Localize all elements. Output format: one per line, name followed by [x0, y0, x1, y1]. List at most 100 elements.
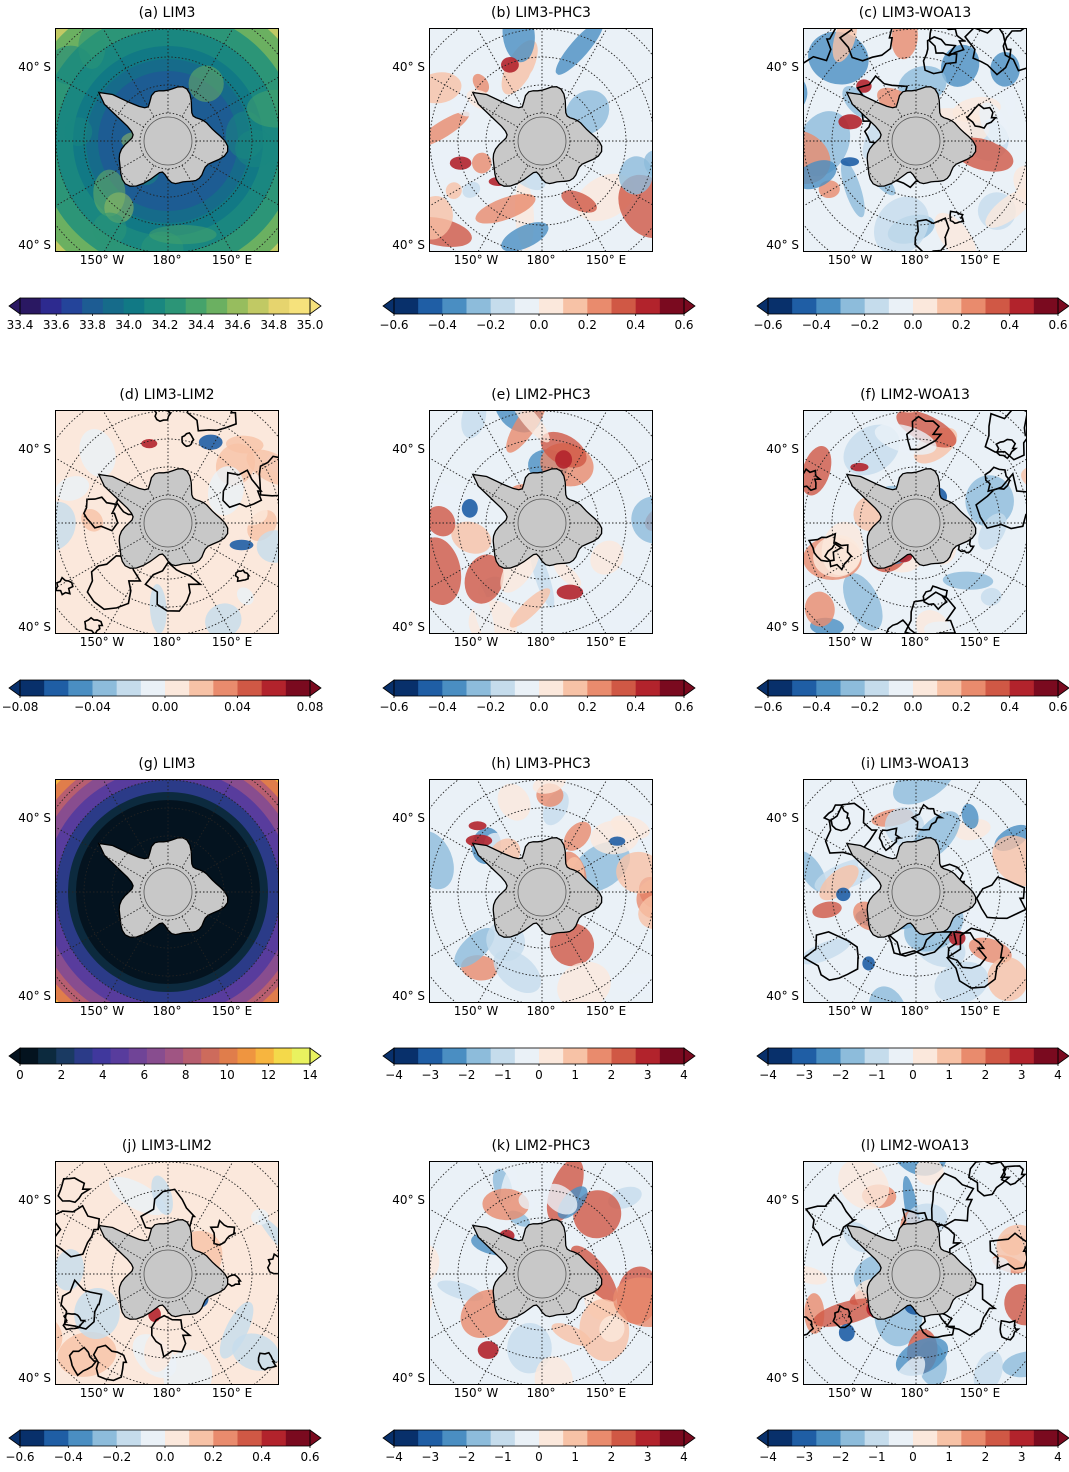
- colorbar-swatch: [888, 1048, 914, 1064]
- colorbar-tick-label: −0.2: [850, 318, 880, 332]
- colorbar-tick-label: −2: [457, 1068, 476, 1082]
- colorbar-swatch: [44, 1430, 69, 1446]
- map-frame: [803, 779, 1027, 1003]
- colorbar-swatch: [490, 298, 516, 314]
- colorbar-tick-label: 34.8: [260, 318, 288, 332]
- colorbar-swatch: [1009, 298, 1035, 314]
- latitude-label: 40° S: [392, 60, 425, 74]
- colorbar-tick-label: 0.6: [674, 318, 694, 332]
- polar-map: [430, 780, 652, 1002]
- colorbar-swatch: [635, 1430, 661, 1446]
- colorbar-swatch: [961, 1430, 986, 1446]
- longitude-label: 180°: [900, 1004, 930, 1018]
- map-panel: (b) LIM3-PHC3 40° S 40° S 150° W 180° 150° E: [371, 4, 711, 267]
- colorbar-tick-label: −4: [385, 1450, 403, 1464]
- colorbar-tick-label: −3: [421, 1450, 440, 1464]
- latitude-label: 40° S: [766, 1371, 799, 1385]
- map-frame: [55, 28, 279, 252]
- colorbar-tick-label: 0: [909, 1068, 917, 1082]
- colorbar-swatch: [985, 680, 1011, 696]
- colorbar-tick-label: 1: [945, 1450, 954, 1464]
- map-panel: (c) LIM3-WOA13 40° S 40° S 150° W 180° 150° E: [745, 4, 1069, 267]
- colorbar-extend-high: [683, 1047, 696, 1065]
- colorbar-tick-label: −0.08: [1, 700, 39, 714]
- longitude-label: 150° E: [211, 1004, 253, 1018]
- colorbar-swatch: [74, 1048, 93, 1064]
- colorbar-tick-label: 3: [1017, 1068, 1026, 1082]
- colorbar-swatch: [285, 1430, 311, 1446]
- colorbar-swatch: [792, 680, 817, 696]
- colorbar-tick-label: −0.6: [379, 700, 409, 714]
- colorbar-swatch: [563, 1048, 588, 1064]
- map-panel: (a) LIM3 40° S 40° S 150° W 180° 150° E: [0, 4, 337, 267]
- polar-map: [56, 411, 278, 633]
- colorbar-swatch: [985, 1048, 1011, 1064]
- colorbar-swatch: [116, 680, 142, 696]
- colorbar-tick-label: 14: [302, 1068, 318, 1082]
- longitude-label: 180°: [152, 1386, 182, 1400]
- longitude-label: 150° E: [585, 1004, 627, 1018]
- colorbar-swatch: [985, 298, 1011, 314]
- colorbar-swatch: [219, 1048, 238, 1064]
- longitude-label: 150° W: [79, 1004, 125, 1018]
- colorbar: −0.6 −0.4 −0.2 0.0 0.2 0.4 0.6: [753, 296, 1069, 340]
- panel-title: (a) LIM3: [138, 5, 196, 21]
- latitude-label: 40° S: [18, 989, 51, 1003]
- longitude-label: 150° E: [211, 635, 253, 649]
- colorbar-swatch: [466, 1430, 492, 1446]
- colorbar-swatch: [587, 1048, 612, 1064]
- colorbar-swatch: [816, 1048, 841, 1064]
- colorbar-extend-high: [309, 1047, 322, 1065]
- colorbar-tick-label: −0.6: [753, 700, 783, 714]
- colorbar-extend-low: [382, 297, 395, 315]
- colorbar-tick-label: 0.04: [224, 700, 251, 714]
- map-panel: (h) LIM3-PHC3 40° S 40° S 150° W 180° 150° E: [371, 755, 711, 1018]
- longitude-label: 180°: [526, 635, 556, 649]
- colorbar-tick-label: 2: [607, 1450, 616, 1464]
- latitude-label: 40° S: [766, 442, 799, 456]
- colorbar-swatch: [539, 298, 564, 314]
- longitude-label: 150° W: [827, 1004, 873, 1018]
- colorbar-tick-label: −3: [795, 1450, 814, 1464]
- colorbar-swatch: [123, 298, 145, 314]
- colorbar-swatch: [659, 680, 685, 696]
- colorbar-tick-label: −0.2: [850, 700, 880, 714]
- map-frame: [55, 410, 279, 634]
- colorbar-swatch: [442, 680, 467, 696]
- colorbar-swatch: [611, 1430, 637, 1446]
- colorbar-tick-label: −2: [831, 1068, 850, 1082]
- colorbar-swatch: [110, 1048, 130, 1064]
- colorbar-swatch: [635, 680, 661, 696]
- colorbar-swatch: [635, 298, 661, 314]
- longitude-label: 150° W: [79, 253, 125, 267]
- colorbar-swatch: [185, 298, 207, 314]
- longitude-label: 180°: [152, 635, 182, 649]
- colorbar-swatch: [913, 298, 938, 314]
- map-panel: (j) LIM3-LIM2 40° S 40° S 150° W 180° 150° E: [0, 1137, 337, 1400]
- colorbar-tick-label: 0.6: [1048, 700, 1068, 714]
- colorbar-swatch: [68, 680, 93, 696]
- colorbar-tick-label: 0: [909, 1450, 917, 1464]
- colorbar-swatch: [128, 1048, 148, 1064]
- colorbar-tick-label: −0.04: [74, 700, 111, 714]
- colorbar-swatch: [768, 680, 793, 696]
- colorbar-tick-label: −0.6: [5, 1450, 35, 1464]
- latitude-label: 40° S: [18, 1193, 51, 1207]
- colorbar-swatch: [937, 298, 962, 314]
- latitude-label: 40° S: [766, 811, 799, 825]
- colorbar-tick-label: 4: [1054, 1068, 1062, 1082]
- colorbar-tick-label: 1: [571, 1068, 580, 1082]
- panel-title: (l) LIM2-WOA13: [860, 1138, 970, 1154]
- colorbar-tick-label: 4: [680, 1068, 688, 1082]
- polar-map: [430, 29, 652, 251]
- colorbar-swatch: [659, 1048, 685, 1064]
- latitude-label: 40° S: [18, 620, 51, 634]
- colorbar-swatch: [442, 298, 467, 314]
- colorbar-extend-low: [756, 1429, 769, 1447]
- colorbar-swatch: [840, 1048, 866, 1064]
- colorbar-swatch: [273, 1048, 293, 1064]
- colorbar-tick-label: 1: [945, 1068, 954, 1082]
- colorbar-swatch: [38, 1048, 57, 1064]
- colorbar-swatch: [44, 680, 69, 696]
- colorbar-swatch: [237, 680, 263, 696]
